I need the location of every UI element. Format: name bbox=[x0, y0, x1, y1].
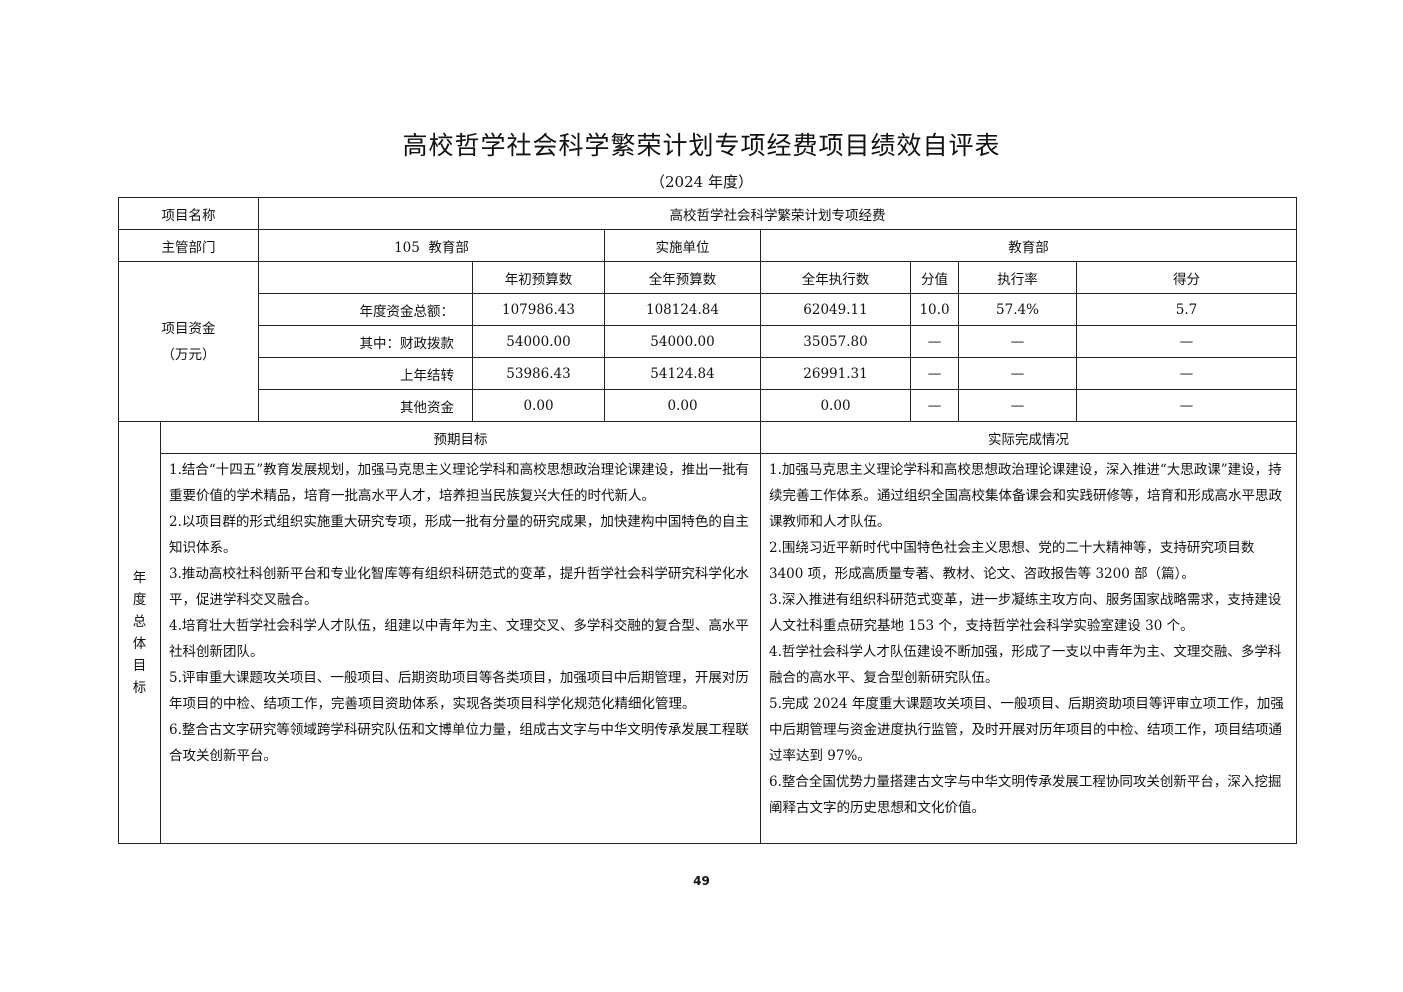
cell: 54124.84 bbox=[604, 357, 761, 390]
cell: — bbox=[910, 325, 959, 358]
cell: 35057.80 bbox=[760, 325, 911, 358]
cell: 107986.43 bbox=[472, 293, 605, 326]
impl-value: 教育部 bbox=[760, 229, 1297, 262]
performance-table: 项目名称 高校哲学社会科学繁荣计划专项经费 主管部门 105 教育部 实施单位 … bbox=[118, 197, 1297, 844]
row-funds-header: 项目资金 （万元） 年初预算数 全年预算数 全年执行数 分值 执行率 得分 bbox=[118, 261, 1297, 422]
cell: — bbox=[958, 389, 1077, 422]
cell: — bbox=[1076, 325, 1297, 358]
goal-item: 1.结合“十四五”教育发展规划，加强马克思主义理论学科和高校思想政治理论课建设，… bbox=[169, 462, 750, 504]
col-header: 年初预算数 bbox=[472, 261, 605, 294]
cell: 53986.43 bbox=[472, 357, 605, 390]
goals-label-char: 度 bbox=[132, 591, 147, 608]
impl-label: 实施单位 bbox=[604, 229, 761, 262]
cell: 57.4% bbox=[958, 293, 1077, 326]
row-goals-header: 年 度 总 体 目 标 预期目标 实际完成情况 bbox=[118, 421, 1297, 844]
project-name-value: 高校哲学社会科学繁荣计划专项经费 bbox=[258, 197, 1297, 230]
col-header: 执行率 bbox=[958, 261, 1077, 294]
result-item: 3.深入推进有组织科研范式变革，进一步凝练主攻方向、服务国家战略需求，支持建设人… bbox=[769, 592, 1282, 634]
cell: 0.00 bbox=[760, 389, 911, 422]
funds-label-line2: （万元） bbox=[161, 346, 216, 363]
row-label: 上年结转 bbox=[258, 357, 473, 390]
cell: 10.0 bbox=[910, 293, 959, 326]
cell: — bbox=[910, 357, 959, 390]
cell: 5.7 bbox=[1076, 293, 1297, 326]
result-item: 4.哲学社会科学人才队伍建设不断加强，形成了一支以中青年为主、文理交融、多学科融… bbox=[769, 644, 1282, 686]
cell: 54000.00 bbox=[604, 325, 761, 358]
goals-label-char: 体 bbox=[132, 635, 147, 652]
table-row: 其他资金 0.00 0.00 0.00 — — — bbox=[119, 389, 1297, 422]
result-item: 2.围绕习近平新时代中国特色社会主义思想、党的二十大精神等，支持研究项目数 34… bbox=[769, 540, 1255, 582]
result-item: 1.加强马克思主义理论学科和高校思想政治理论课建设，深入推进“大思政课”建设，持… bbox=[769, 462, 1282, 530]
goal-item: 2.以项目群的形式组织实施重大研究专项，形成一批有分量的研究成果，加快建构中国特… bbox=[169, 514, 749, 556]
cell: — bbox=[1076, 389, 1297, 422]
goal-item: 5.评审重大课题攻关项目、一般项目、后期资助项目等各类项目，加强项目中后期管理，… bbox=[169, 670, 749, 712]
page-number: 49 bbox=[693, 874, 710, 888]
goal-item: 6.整合古文字研究等领域跨学科研究队伍和文博单位力量，组成古文字与中华文明传承发… bbox=[169, 722, 749, 764]
dept-value: 105 教育部 bbox=[258, 229, 605, 262]
goals-label-char: 总 bbox=[132, 613, 147, 630]
table-row: 年度资金总额： 107986.43 108124.84 62049.11 10.… bbox=[119, 293, 1297, 326]
funds-label-line1: 项目资金 bbox=[161, 320, 216, 337]
result-item: 6.整合全国优势力量搭建古文字与中华文明传承发展工程协同攻关创新平台，深入挖掘阐… bbox=[769, 774, 1282, 816]
blank-cell bbox=[258, 261, 473, 294]
goals-label: 年 度 总 体 目 标 bbox=[118, 421, 161, 844]
document-subtitle: （2024 年度） bbox=[650, 173, 753, 191]
cell: — bbox=[958, 325, 1077, 358]
col-header: 全年执行数 bbox=[760, 261, 911, 294]
cell: 0.00 bbox=[604, 389, 761, 422]
goals-label-char: 年 bbox=[132, 569, 147, 586]
col-header: 全年预算数 bbox=[604, 261, 761, 294]
row-goals-content: 1.结合“十四五”教育发展规划，加强马克思主义理论学科和高校思想政治理论课建设，… bbox=[119, 453, 1297, 844]
row-label: 其中：财政拨款 bbox=[258, 325, 473, 358]
row-project-name: 项目名称 高校哲学社会科学繁荣计划专项经费 bbox=[118, 197, 1297, 230]
goals-label-char: 目 bbox=[132, 657, 147, 674]
goals-label-char: 标 bbox=[132, 679, 147, 696]
goal-item: 4.培育壮大哲学社会科学人才队伍，组建以中青年为主、文理交叉、多学科交融的复合型… bbox=[169, 618, 749, 660]
row-department: 主管部门 105 教育部 实施单位 教育部 bbox=[118, 229, 1297, 262]
funds-label: 项目资金 （万元） bbox=[118, 261, 259, 422]
cell: — bbox=[910, 389, 959, 422]
row-label: 年度资金总额： bbox=[258, 293, 473, 326]
project-name-label: 项目名称 bbox=[118, 197, 259, 230]
col-header: 得分 bbox=[1076, 261, 1297, 294]
table-row: 其中：财政拨款 54000.00 54000.00 35057.80 — — — bbox=[119, 325, 1297, 358]
col-header: 分值 bbox=[910, 261, 959, 294]
cell: 0.00 bbox=[472, 389, 605, 422]
cell: — bbox=[958, 357, 1077, 390]
expected-goals-text: 1.结合“十四五”教育发展规划，加强马克思主义理论学科和高校思想政治理论课建设，… bbox=[160, 453, 761, 844]
expected-goals-header: 预期目标 bbox=[160, 421, 761, 454]
cell: — bbox=[1076, 357, 1297, 390]
table-row: 上年结转 53986.43 54124.84 26991.31 — — — bbox=[119, 357, 1297, 390]
result-item: 5.完成 2024 年度重大课题攻关项目、一般项目、后期资助项目等评审立项工作，… bbox=[769, 696, 1284, 764]
document-title: 高校哲学社会科学繁荣计划专项经费项目绩效自评表 bbox=[402, 131, 1001, 160]
dept-label: 主管部门 bbox=[118, 229, 259, 262]
cell: 54000.00 bbox=[472, 325, 605, 358]
actual-results-header: 实际完成情况 bbox=[760, 421, 1297, 454]
actual-results-text: 1.加强马克思主义理论学科和高校思想政治理论课建设，深入推进“大思政课”建设，持… bbox=[760, 453, 1297, 844]
cell: 26991.31 bbox=[760, 357, 911, 390]
goal-item: 3.推动高校社科创新平台和专业化智库等有组织科研范式的变革，提升哲学社会科学研究… bbox=[169, 566, 749, 608]
cell: 108124.84 bbox=[604, 293, 761, 326]
cell: 62049.11 bbox=[760, 293, 911, 326]
row-label: 其他资金 bbox=[258, 389, 473, 422]
